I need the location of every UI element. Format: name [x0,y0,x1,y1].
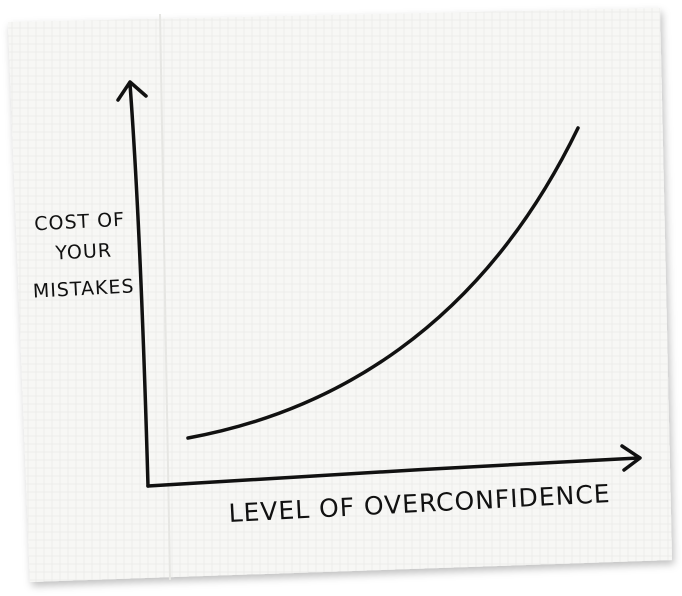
y-label-line: YOUR [54,240,113,265]
napkin-sketch: COST OF YOUR MISTAKES LEVEL OF OVERCONFI… [0,0,682,596]
